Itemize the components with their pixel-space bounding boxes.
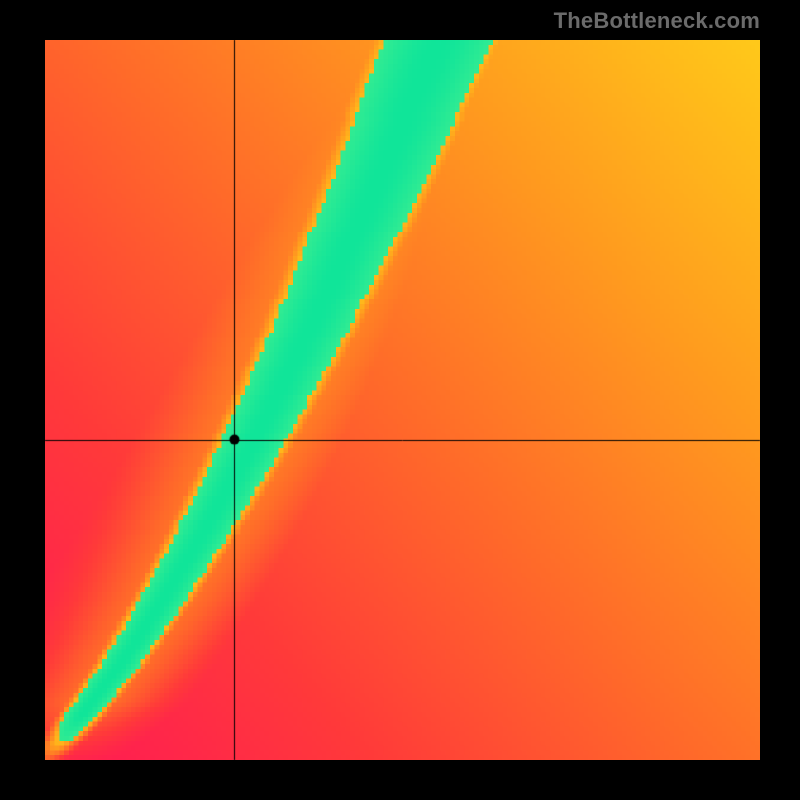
bottleneck-heatmap bbox=[45, 40, 760, 760]
watermark-text: TheBottleneck.com bbox=[554, 8, 760, 34]
